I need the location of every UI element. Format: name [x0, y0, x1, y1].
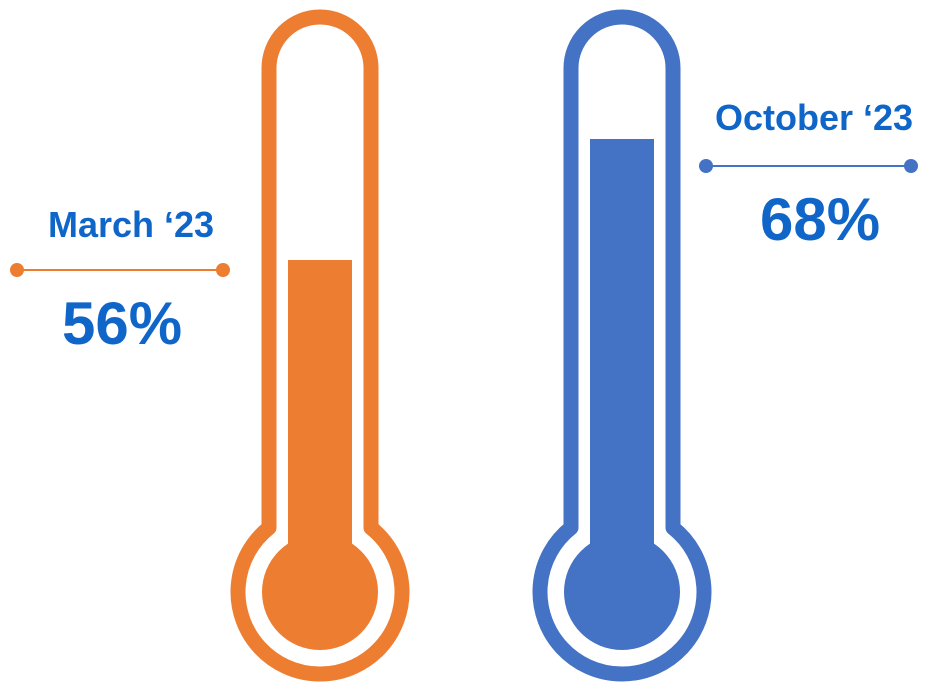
- value-label-march: 56%: [62, 290, 182, 357]
- category-label-october: October ‘23: [715, 97, 913, 138]
- label-october: October ‘23 68%: [699, 97, 918, 253]
- thermometer-october-outline: [532, 9, 712, 682]
- category-label-march: March ‘23: [48, 204, 214, 245]
- connector-dot-march-left: [10, 263, 24, 277]
- thermometer-march-outline: [230, 9, 410, 682]
- connector-dot-october-right: [904, 159, 918, 173]
- value-label-october: 68%: [760, 186, 880, 253]
- connector-dot-march-right: [216, 263, 230, 277]
- thermometer-march-bulb: [262, 534, 378, 650]
- connector-dot-october-left: [699, 159, 713, 173]
- thermometer-october-bulb: [564, 534, 680, 650]
- thermometer-march-fill-bar: [288, 260, 352, 570]
- thermometer-october-fill-bar: [590, 139, 654, 570]
- thermometer-october: [532, 9, 712, 682]
- label-march: March ‘23 56%: [10, 204, 230, 357]
- thermometer-march: [230, 9, 410, 682]
